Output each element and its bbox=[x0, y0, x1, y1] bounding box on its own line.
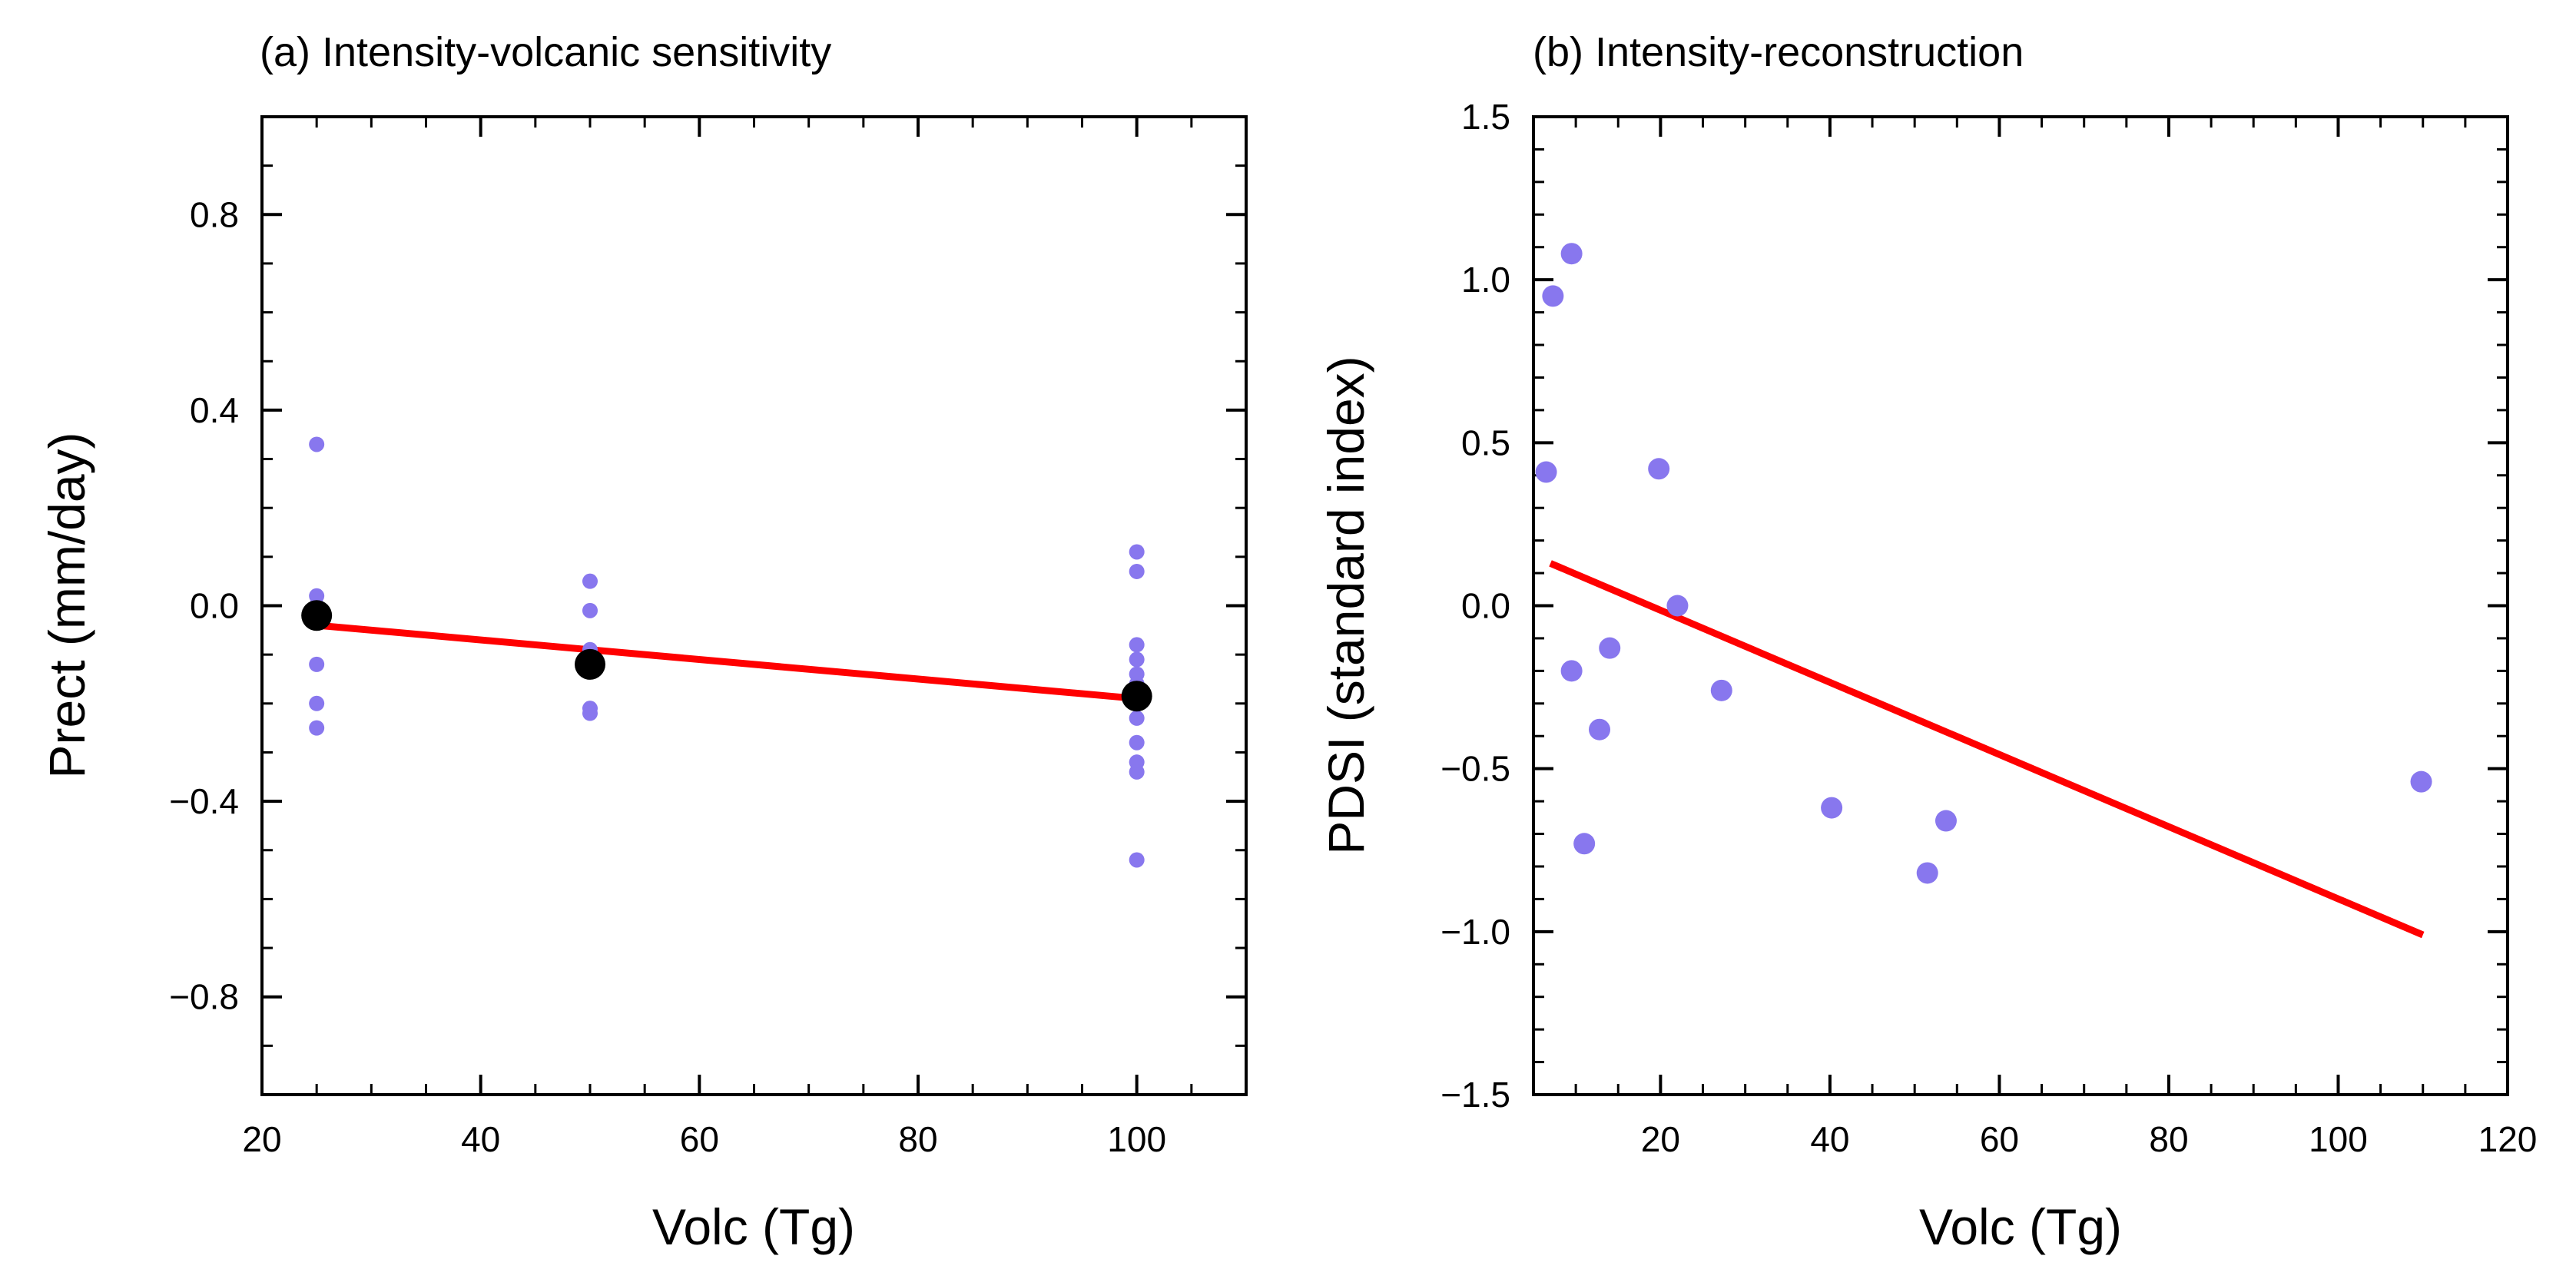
scatter-point bbox=[1129, 710, 1145, 726]
ensemble-mean-point bbox=[575, 648, 605, 680]
scatter-point bbox=[2410, 770, 2432, 793]
panel-a-frame bbox=[260, 115, 1248, 1096]
y-tick-label: 0.0 bbox=[1461, 586, 1510, 626]
panel-b-frame bbox=[1532, 115, 2509, 1096]
panel-b-tick-labels: 20 40 60 80 100 120 −1.5 −1.0 −0.5 0.0 0.5 1.0 1.5 bbox=[1441, 97, 2537, 1159]
panel-b-fit-line-layer bbox=[1549, 560, 2425, 939]
panel-a-title: (a) Intensity-volcanic sensitivity bbox=[260, 29, 831, 75]
panel-b-points bbox=[1535, 243, 2432, 884]
x-tick-label: 80 bbox=[2149, 1119, 2188, 1159]
scatter-point bbox=[309, 656, 325, 672]
scatter-point bbox=[1666, 595, 1689, 617]
scatter-point bbox=[309, 436, 325, 452]
scatter-point bbox=[1648, 458, 1670, 480]
x-tick-label: 100 bbox=[2309, 1119, 2368, 1159]
scatter-point bbox=[582, 573, 598, 589]
scatter-point bbox=[1916, 862, 1938, 884]
panel-b-y-axis-label: PDSI (standard index) bbox=[1318, 356, 1374, 854]
scatter-point bbox=[309, 695, 325, 711]
scatter-point bbox=[1560, 243, 1583, 265]
panel-a: (a) Intensity-volcanic sensitivity 20 40 6… bbox=[38, 29, 1248, 1255]
scatter-point bbox=[1710, 679, 1732, 701]
regression-line bbox=[316, 621, 1138, 702]
scatter-point bbox=[1573, 833, 1596, 855]
x-tick-label: 60 bbox=[680, 1119, 719, 1159]
y-tick-label: −1.0 bbox=[1441, 912, 1510, 952]
scatter-point bbox=[309, 720, 325, 736]
scatter-point bbox=[1129, 637, 1145, 653]
scatter-point bbox=[1129, 852, 1145, 868]
ensemble-mean-point bbox=[301, 600, 333, 631]
x-tick-label: 80 bbox=[898, 1119, 937, 1159]
panel-a-fit-line-layer bbox=[316, 621, 1138, 702]
y-tick-label: −0.8 bbox=[169, 977, 239, 1017]
panel-a-points bbox=[301, 436, 1152, 868]
x-tick-label: 20 bbox=[1641, 1119, 1680, 1159]
y-tick-label: 0.0 bbox=[190, 586, 239, 626]
scatter-point bbox=[1129, 764, 1145, 780]
panel-b: (b) Intensity-reconstruction 20 40 60 80 100… bbox=[1318, 29, 2537, 1255]
panel-a-ticks bbox=[260, 115, 1248, 1096]
scatter-point bbox=[1934, 810, 1957, 832]
y-tick-label: 0.5 bbox=[1461, 422, 1510, 462]
x-tick-label: 100 bbox=[1107, 1119, 1166, 1159]
panel-b-title: (b) Intensity-reconstruction bbox=[1533, 29, 2024, 75]
x-tick-label: 20 bbox=[242, 1119, 281, 1159]
y-tick-label: −1.5 bbox=[1441, 1075, 1510, 1115]
x-tick-label: 60 bbox=[1980, 1119, 2019, 1159]
scatter-point bbox=[1129, 563, 1145, 579]
scatter-point bbox=[1821, 797, 1843, 819]
panel-a-x-axis-label: Volc (Tg) bbox=[652, 1198, 855, 1255]
scatter-point bbox=[1129, 734, 1145, 751]
y-tick-label: 1.0 bbox=[1461, 260, 1510, 300]
x-tick-label: 40 bbox=[461, 1119, 500, 1159]
scatter-point bbox=[582, 602, 598, 618]
ensemble-mean-point bbox=[1121, 681, 1152, 712]
x-tick-label: 40 bbox=[1810, 1119, 1849, 1159]
y-tick-label: −0.5 bbox=[1441, 749, 1510, 789]
y-tick-label: 1.5 bbox=[1461, 97, 1510, 137]
scatter-point bbox=[1599, 637, 1621, 659]
scatter-point bbox=[1129, 651, 1145, 668]
panel-a-tick-labels: 20 40 60 80 100 −0.8 −0.4 0.0 0.4 0.8 bbox=[169, 194, 1166, 1159]
y-tick-label: 0.8 bbox=[190, 194, 239, 234]
y-tick-label: −0.4 bbox=[169, 781, 239, 821]
scatter-point bbox=[1560, 660, 1583, 682]
panel-b-x-axis-label: Volc (Tg) bbox=[1919, 1198, 2122, 1255]
panel-a-y-axis-label: Prect (mm/day) bbox=[38, 432, 95, 778]
x-tick-label: 120 bbox=[2478, 1119, 2538, 1159]
scatter-point bbox=[1589, 718, 1611, 741]
scatter-point bbox=[582, 705, 598, 721]
y-tick-label: 0.4 bbox=[190, 390, 239, 430]
scatter-point bbox=[1535, 461, 1557, 483]
scatter-point bbox=[1129, 544, 1145, 560]
regression-line bbox=[1549, 560, 2425, 939]
scatter-point bbox=[1542, 285, 1564, 307]
